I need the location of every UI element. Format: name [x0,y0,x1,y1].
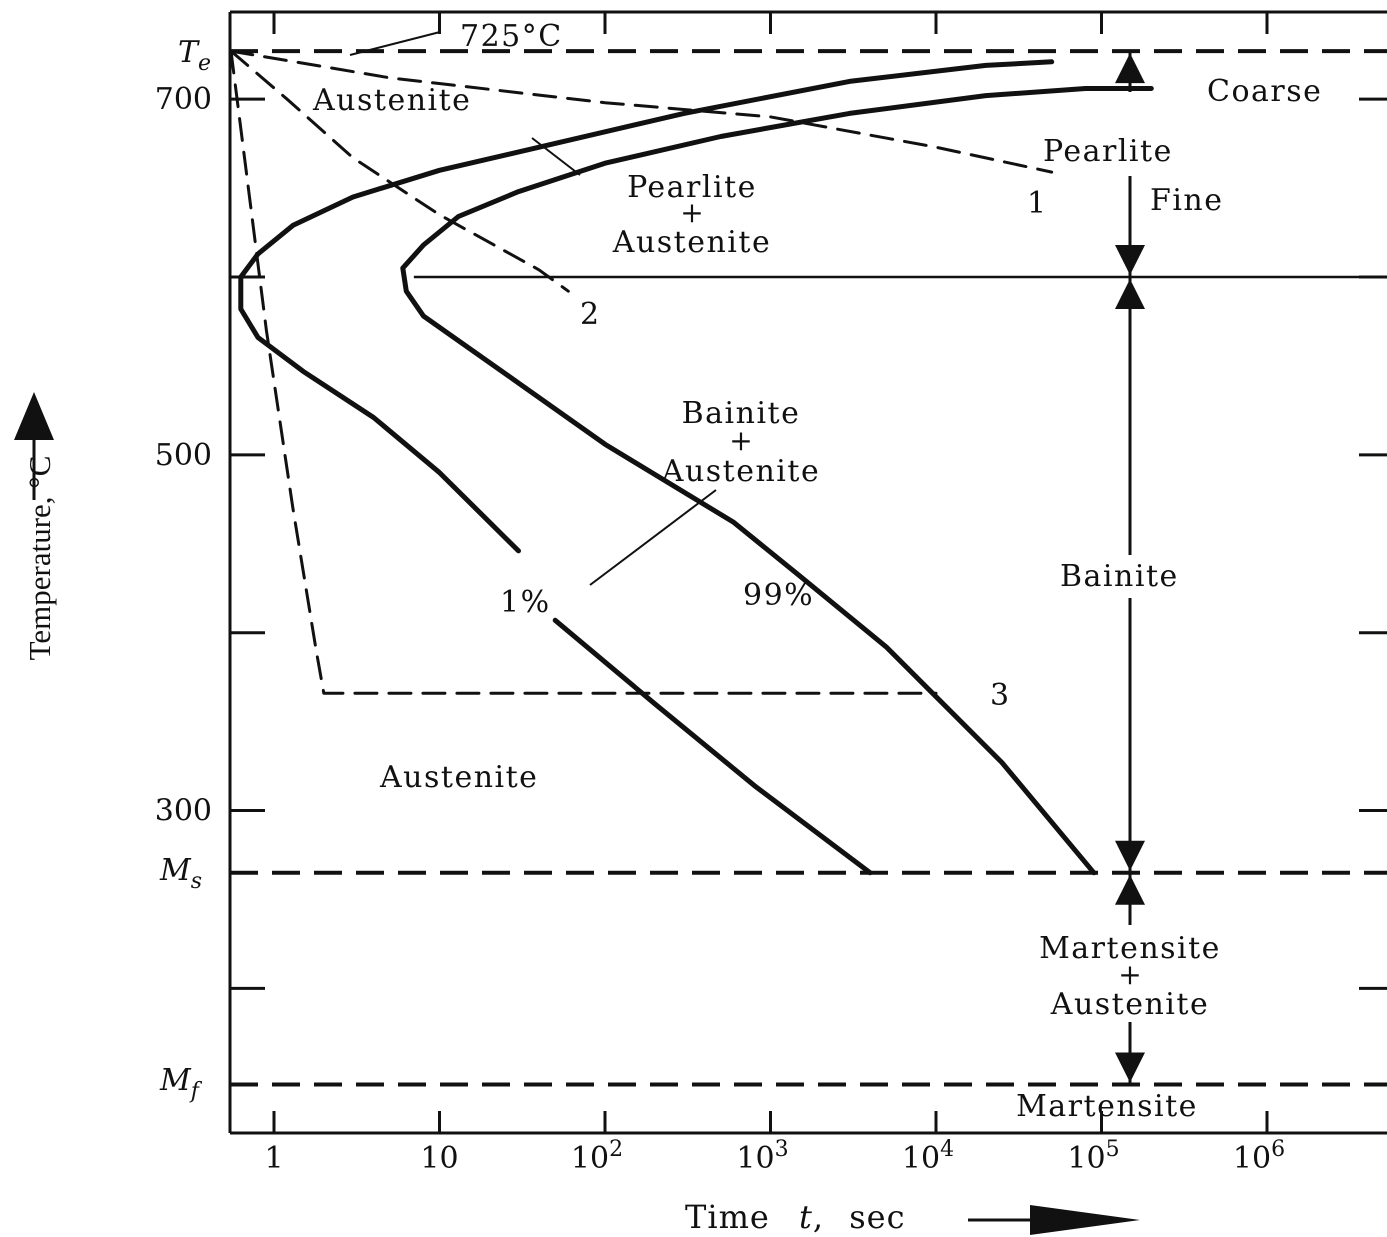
austenite-top-label: Austenite [312,83,471,118]
x-axis-arrow [968,1205,1140,1235]
te-label: Te [178,35,211,76]
curve1-label: 1 [1027,186,1048,221]
diagram-lines [228,10,1387,1135]
austenite-low-label: Austenite [379,760,538,795]
pearlite-austenite-top: Pearlite [627,170,757,205]
series-1pct-curve-lower [552,617,873,876]
martensite-arrow-head-top [1115,874,1145,905]
temp-725-note: 725°C [460,19,563,54]
series-3-cooling-path [229,49,938,695]
y-tick-label-1: 500 [155,438,212,473]
pearlite-austenite-plus: + [680,196,703,229]
x-tick-label-2: 102 [571,1137,623,1176]
x-tick-label-0: 1 [264,1141,283,1176]
pearlite-austenite-leader [531,137,581,176]
pearlite-arrow-head-top [1115,53,1145,84]
x-tick-label-5: 105 [1067,1137,1119,1176]
pearlite-label: Pearlite [1043,134,1173,169]
pearlite-arrow-head-bottom [1115,245,1145,275]
series-2-cooling-path [229,49,570,293]
mf-label: Mf [159,1063,203,1104]
martensite-label: Martensite [1016,1089,1198,1124]
x-tick-label-3: 103 [736,1137,788,1176]
x-axis-label-var: t [799,1198,813,1236]
temp-note-leader [349,31,441,56]
bainite-austenite-bottom: Austenite [661,454,820,489]
bainite-label: Bainite [1060,559,1179,594]
y-axis-arrow [14,392,54,500]
x-tick-label-1: 10 [420,1141,458,1176]
pearlite-austenite-bottom: Austenite [612,225,771,260]
bainite-austenite-plus: + [729,424,752,457]
curve2-label: 2 [580,297,601,332]
x-axis-label-text: Time [685,1198,770,1236]
x-tick-label-6: 106 [1233,1137,1285,1176]
bainite-austenite-leader [589,489,717,586]
pct99-label: 99% [743,578,814,613]
series-99pct-curve [400,86,1154,876]
curve3-label: 3 [990,678,1011,713]
bainite-austenite-top: Bainite [682,396,801,431]
fine-label: Fine [1150,183,1224,218]
coarse-label: Coarse [1207,74,1322,109]
pct1-label: 1% [500,585,551,620]
y-axis-label: Temperature, °C [22,456,57,661]
martensite-austenite-plus: + [1118,958,1141,991]
y-tick-label-2: 300 [155,794,212,829]
ms-label: Ms [159,853,202,894]
series-1pct-curve [238,59,1055,554]
bainite-arrow-head-top [1115,279,1145,309]
x-axis-label-unit: sec [849,1198,905,1236]
x-axis-label: Time t, sec [685,1198,906,1236]
y-tick-label-0: 700 [155,82,212,117]
martensite-arrow-head-bottom [1115,1052,1145,1083]
bainite-arrow-head-bottom [1115,840,1145,871]
martensite-austenite-top: Martensite [1039,931,1221,966]
series-1-cooling-path [229,49,1054,174]
martensite-austenite-bottom: Austenite [1050,987,1209,1022]
x-tick-label-4: 104 [902,1137,954,1176]
